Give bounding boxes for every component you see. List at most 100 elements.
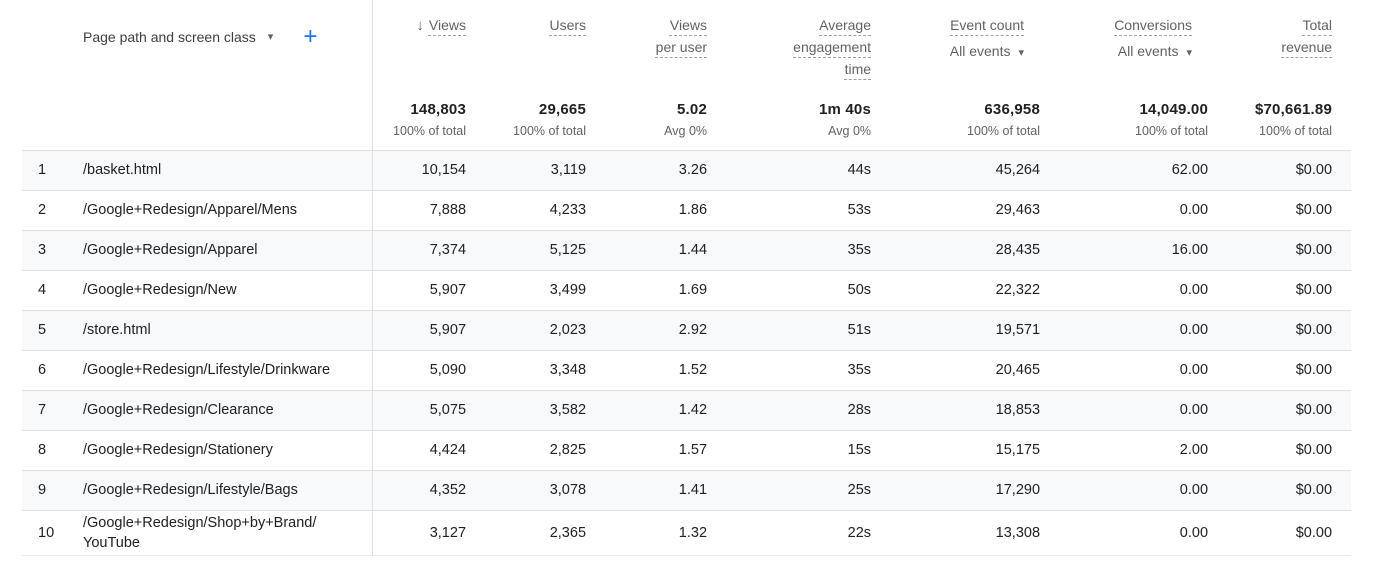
total-revenue-cell: $0.00 xyxy=(1208,309,1352,350)
total-revenue-cell: $0.00 xyxy=(1208,389,1352,430)
views-per-user-cell: 3.26 xyxy=(586,149,708,190)
event-count-filter-dropdown[interactable]: All events ▾ xyxy=(871,40,1024,64)
row-rank: 5 xyxy=(22,309,66,350)
total-revenue-cell: $0.00 xyxy=(1208,149,1352,190)
users-header-label[interactable]: Users xyxy=(549,17,587,33)
views-cell: 10,154 xyxy=(371,149,467,190)
dimension-header-cell: Page path and screen class ▾ + xyxy=(22,0,372,90)
conversions-header-label[interactable]: Conversions xyxy=(1114,17,1193,33)
views-per-user-cell: 1.52 xyxy=(586,349,708,390)
views-per-user-total-value: 5.02 xyxy=(677,101,708,118)
page-path-cell: /​Google+Redesign/​New xyxy=(66,269,373,310)
row-rank: 2 xyxy=(22,189,66,230)
conversions-cell: 0.00 xyxy=(1040,349,1209,390)
views-cell: 5,090 xyxy=(371,349,467,390)
event-count-header-label[interactable]: Event count xyxy=(950,17,1025,33)
row-rank: 10 xyxy=(22,509,66,556)
chevron-down-icon: ▾ xyxy=(1018,47,1025,59)
views-per-user-cell: 1.32 xyxy=(586,509,708,556)
users-cell: 3,078 xyxy=(466,469,587,510)
column-header-row: Page path and screen class ▾ + ↓ Views Us… xyxy=(22,0,1351,90)
conversions-cell: 0.00 xyxy=(1040,509,1209,556)
views-cell: 7,888 xyxy=(371,189,467,230)
users-cell: 5,125 xyxy=(466,229,587,270)
total-revenue-cell: $0.00 xyxy=(1208,429,1352,470)
views-cell: 4,352 xyxy=(371,469,467,510)
users-cell: 3,119 xyxy=(466,149,587,190)
users-total-value: 29,665 xyxy=(538,101,587,118)
views-per-user-cell: 1.69 xyxy=(586,269,708,310)
total-revenue-header-label[interactable]: Total revenue xyxy=(1281,17,1333,55)
users-total-subtext: 100% of total xyxy=(513,124,587,138)
users-cell: 2,023 xyxy=(466,309,587,350)
views-cell: 4,424 xyxy=(371,429,467,470)
avg-engagement-time-total-subtext: Avg 0% xyxy=(828,124,872,138)
row-rank: 3 xyxy=(22,229,66,270)
views-cell: 5,907 xyxy=(371,309,467,350)
event-count-total-subtext: 100% of total xyxy=(967,124,1041,138)
row-rank: 8 xyxy=(22,429,66,470)
avg-engagement-time-cell: 15s xyxy=(707,429,872,470)
event-count-total-value: 636,958 xyxy=(984,101,1041,118)
event-count-cell: 13,308 xyxy=(871,509,1041,556)
views-per-user-cell: 1.57 xyxy=(586,429,708,470)
totals-row: 148,803 100% of total 29,665 100% of tot… xyxy=(22,90,1351,150)
total-revenue-cell: $0.00 xyxy=(1208,349,1352,390)
users-cell: 3,499 xyxy=(466,269,587,310)
row-rank: 1 xyxy=(22,149,66,190)
page-path-cell: /​Google+Redesign/​Lifestyle/​Drinkware xyxy=(66,349,373,390)
users-cell: 3,348 xyxy=(466,349,587,390)
views-per-user-cell: 1.86 xyxy=(586,189,708,230)
views-header-label[interactable]: Views xyxy=(428,17,467,33)
views-cell: 5,907 xyxy=(371,269,467,310)
views-total-subtext: 100% of total xyxy=(393,124,467,138)
total-revenue-cell: $0.00 xyxy=(1208,229,1352,270)
event-count-cell: 17,290 xyxy=(871,469,1041,510)
views-total-value: 148,803 xyxy=(410,101,467,118)
avg-engagement-time-cell: 22s xyxy=(707,509,872,556)
views-per-user-total-subtext: Avg 0% xyxy=(664,124,708,138)
page-path-cell: /​Google+Redesign/​Stationery xyxy=(66,429,373,470)
add-dimension-button[interactable]: + xyxy=(303,23,318,50)
page-path-cell: /​Google+Redesign/​Clearance xyxy=(66,389,373,430)
avg-engagement-time-cell: 51s xyxy=(707,309,872,350)
page-path-cell: /​basket.html xyxy=(66,149,373,190)
avg-engagement-time-cell: 25s xyxy=(707,469,872,510)
users-cell: 4,233 xyxy=(466,189,587,230)
page-path-cell: /​Google+Redesign/​Lifestyle/​Bags xyxy=(66,469,373,510)
views-total: 148,803 100% of total xyxy=(371,90,467,150)
chevron-down-icon: ▾ xyxy=(267,31,274,43)
row-rank: 7 xyxy=(22,389,66,430)
chevron-down-icon: ▾ xyxy=(1186,47,1193,59)
sort-descending-icon: ↓ xyxy=(416,17,424,34)
views-per-user-cell: 1.44 xyxy=(586,229,708,270)
conversions-cell: 0.00 xyxy=(1040,469,1209,510)
table-row: 10 /​Google+Redesign/​Shop+by+Brand/​You… xyxy=(22,509,1352,556)
column-header-views-per-user: Views per user xyxy=(586,0,707,90)
table-row: 9 /​Google+Redesign/​Lifestyle/​Bags 4,3… xyxy=(22,469,1352,510)
total-revenue-total: $70,661.89 100% of total xyxy=(1208,90,1351,150)
views-per-user-cell: 1.41 xyxy=(586,469,708,510)
total-revenue-cell: $0.00 xyxy=(1208,509,1352,556)
row-rank: 4 xyxy=(22,269,66,310)
event-count-total: 636,958 100% of total xyxy=(871,90,1040,150)
event-count-cell: 20,465 xyxy=(871,349,1041,390)
dimension-selector[interactable]: Page path and screen class ▾ xyxy=(83,26,273,48)
avg-engagement-time-header-label[interactable]: Average engagement time xyxy=(793,17,872,77)
conversions-cell: 0.00 xyxy=(1040,189,1209,230)
analytics-report-table: Page path and screen class ▾ + ↓ Views Us… xyxy=(22,0,1352,556)
users-cell: 2,365 xyxy=(466,509,587,556)
views-per-user-header-label[interactable]: Views per user xyxy=(655,17,708,55)
conversions-cell: 16.00 xyxy=(1040,229,1209,270)
table-row: 5 /​store.html 5,907 2,023 2.92 51s 19,5… xyxy=(22,309,1352,350)
conversions-filter-dropdown[interactable]: All events ▾ xyxy=(1040,40,1192,64)
conversions-total-subtext: 100% of total xyxy=(1135,124,1209,138)
conversions-total: 14,049.00 100% of total xyxy=(1040,90,1208,150)
total-revenue-cell: $0.00 xyxy=(1208,269,1352,310)
column-header-avg-engagement-time: Average engagement time xyxy=(707,0,871,90)
avg-engagement-time-cell: 53s xyxy=(707,189,872,230)
table-body: 1 /​basket.html 10,154 3,119 3.26 44s 45… xyxy=(22,149,1352,556)
table-row: 6 /​Google+Redesign/​Lifestyle/​Drinkwar… xyxy=(22,349,1352,390)
page-path-cell: /​Google+Redesign/​Shop+by+Brand/​YouTub… xyxy=(66,509,373,556)
page-path-cell: /​Google+Redesign/​Apparel xyxy=(66,229,373,270)
